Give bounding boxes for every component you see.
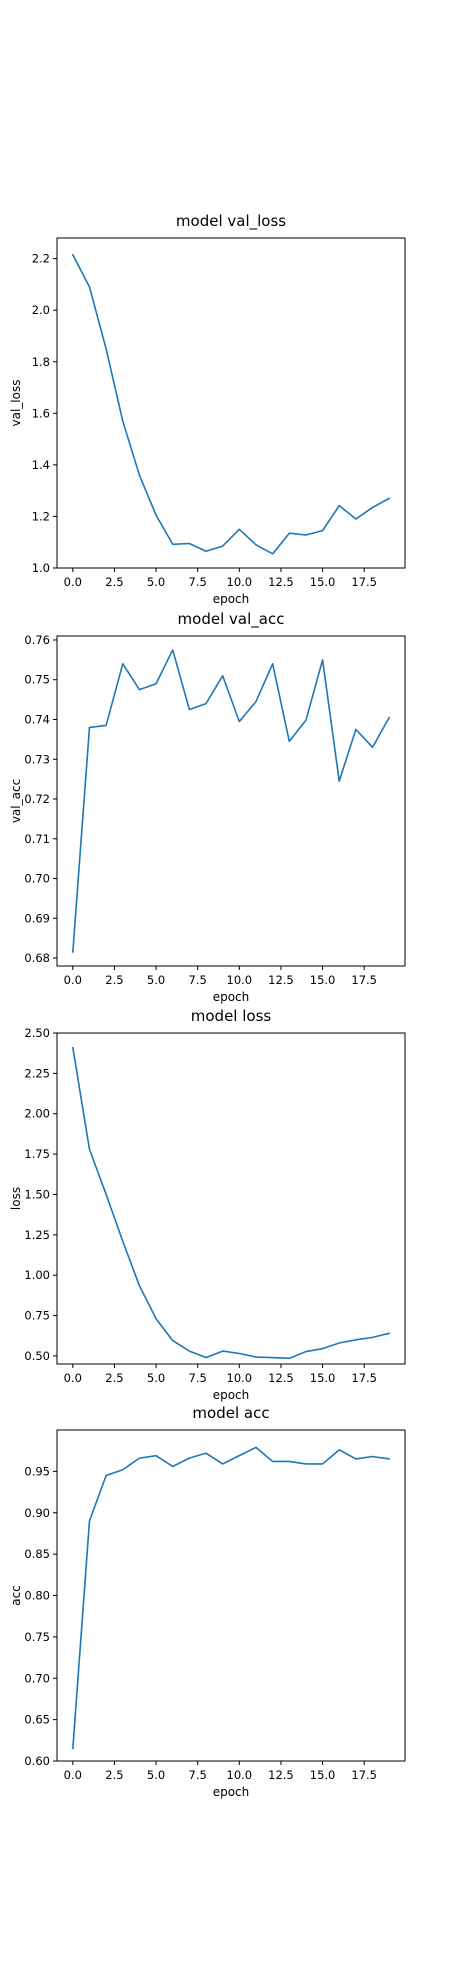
y-tick-label: 0.80 — [24, 1589, 50, 1603]
chart-title: model acc — [192, 1404, 269, 1422]
axes-frame — [56, 237, 406, 569]
x-tick-label: 0.0 — [64, 1768, 82, 1782]
y-tick-label: 1.6 — [32, 406, 50, 420]
x-axis-label: epoch — [213, 990, 250, 1004]
y-tick-label: 0.95 — [24, 1464, 50, 1478]
y-tick-label: 0.73 — [24, 752, 50, 766]
y-tick-label: 0.85 — [24, 1547, 50, 1561]
x-tick-label: 10.0 — [227, 1768, 253, 1782]
y-tick-label: 1.00 — [24, 1268, 50, 1282]
chart-title: model loss — [191, 1007, 272, 1025]
x-tick-label: 2.5 — [105, 973, 123, 987]
series-line — [72, 1046, 390, 1360]
y-tick-label: 0.76 — [24, 633, 50, 647]
y-axis-label: val_loss — [9, 380, 23, 427]
x-tick-label: 10.0 — [227, 973, 253, 987]
y-tick-label: 1.2 — [32, 509, 50, 523]
y-tick-label: 0.74 — [24, 712, 50, 726]
series-line — [72, 253, 390, 555]
x-tick-label: 15.0 — [310, 1768, 336, 1782]
y-tick-label: 0.70 — [24, 872, 50, 886]
x-tick-label: 10.0 — [227, 1371, 253, 1385]
y-tick-label: 2.0 — [32, 303, 50, 317]
y-tick-label: 2.00 — [24, 1107, 50, 1121]
x-tick-label: 5.0 — [147, 1768, 165, 1782]
x-tick-label: 2.5 — [105, 575, 123, 589]
y-tick-label: 1.50 — [24, 1187, 50, 1201]
x-tick-label: 17.5 — [351, 575, 377, 589]
y-tick-label: 0.69 — [24, 911, 50, 925]
chart-panel-4: model acc 0.0 2.5 5.0 7.5 10.0 12.5 15.0 17.5 0.6… — [9, 1404, 406, 1799]
x-axis-label: epoch — [213, 1785, 250, 1799]
x-tick-label: 12.5 — [268, 973, 294, 987]
x-tick-label: 12.5 — [268, 1371, 294, 1385]
chart-title: model val_acc — [178, 610, 285, 629]
x-tick-label: 15.0 — [310, 1371, 336, 1385]
series-line — [72, 1446, 390, 1750]
x-axis-label: epoch — [213, 1388, 250, 1402]
axes-frame — [56, 1032, 406, 1365]
y-tick-label: 2.50 — [24, 1026, 50, 1040]
axes-frame — [56, 635, 406, 967]
y-tick-label: 0.72 — [24, 792, 50, 806]
chart-panel-1: model val_loss 0.0 2.5 5.0 7.5 10.0 12.5 15.0 17… — [9, 212, 406, 606]
y-tick-label: 2.25 — [24, 1066, 50, 1080]
y-tick-label: 0.75 — [24, 673, 50, 687]
x-tick-label: 17.5 — [351, 1371, 377, 1385]
x-tick-label: 2.5 — [105, 1371, 123, 1385]
x-tick-label: 7.5 — [189, 1768, 207, 1782]
chart-panel-3: model loss 0.0 2.5 5.0 7.5 10.0 12.5 15.0 17.5 0.… — [9, 1007, 406, 1402]
y-tick-label: 0.60 — [24, 1754, 50, 1768]
x-tick-label: 15.0 — [310, 575, 336, 589]
x-tick-label: 0.0 — [64, 1371, 82, 1385]
y-axis-label: val_acc — [9, 779, 23, 823]
x-tick-label: 5.0 — [147, 575, 165, 589]
y-tick-label: 2.2 — [32, 252, 50, 266]
series-line — [72, 649, 390, 953]
y-axis-label: acc — [9, 1585, 23, 1606]
x-tick-label: 17.5 — [351, 973, 377, 987]
chart-title: model val_loss — [176, 212, 286, 231]
axes-frame — [56, 1429, 406, 1762]
x-tick-label: 0.0 — [64, 973, 82, 987]
x-tick-label: 12.5 — [268, 575, 294, 589]
y-tick-label: 1.0 — [32, 561, 50, 575]
x-tick-label: 5.0 — [147, 1371, 165, 1385]
x-axis-label: epoch — [213, 592, 250, 606]
chart-panel-2: model val_acc 0.0 2.5 5.0 7.5 10.0 12.5 15.0 17.… — [9, 610, 406, 1004]
y-tick-label: 1.25 — [24, 1228, 50, 1242]
x-tick-label: 0.0 — [64, 575, 82, 589]
y-tick-label: 1.8 — [32, 355, 50, 369]
y-tick-label: 0.65 — [24, 1713, 50, 1727]
y-tick-label: 0.50 — [24, 1349, 50, 1363]
y-tick-label: 0.75 — [24, 1309, 50, 1323]
x-tick-label: 2.5 — [105, 1768, 123, 1782]
y-tick-label: 0.71 — [24, 832, 50, 846]
x-tick-label: 5.0 — [147, 973, 165, 987]
y-tick-label: 0.70 — [24, 1671, 50, 1685]
x-tick-label: 12.5 — [268, 1768, 294, 1782]
x-tick-label: 17.5 — [351, 1768, 377, 1782]
x-tick-label: 7.5 — [189, 575, 207, 589]
x-tick-label: 7.5 — [189, 1371, 207, 1385]
y-tick-label: 0.68 — [24, 951, 50, 965]
x-tick-label: 15.0 — [310, 973, 336, 987]
y-axis-label: loss — [9, 1187, 23, 1210]
y-tick-label: 0.75 — [24, 1630, 50, 1644]
y-tick-label: 1.75 — [24, 1147, 50, 1161]
x-tick-label: 10.0 — [227, 575, 253, 589]
x-tick-label: 7.5 — [189, 973, 207, 987]
y-tick-label: 0.90 — [24, 1506, 50, 1520]
y-tick-label: 1.4 — [32, 458, 50, 472]
